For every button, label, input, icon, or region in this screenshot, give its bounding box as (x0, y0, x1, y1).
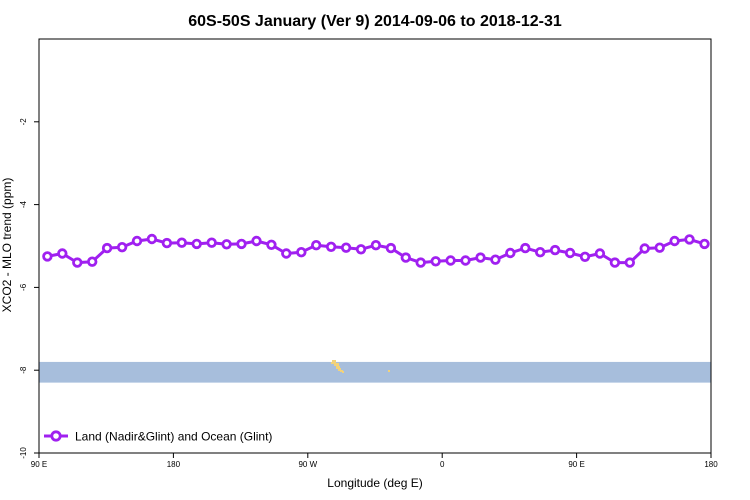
data-point (639, 243, 650, 254)
land-speck (340, 370, 343, 372)
data-point (385, 242, 397, 254)
data-point (311, 239, 322, 251)
data-point (445, 255, 456, 266)
data-point (161, 237, 173, 249)
land-speck (338, 368, 341, 371)
land-speck (332, 360, 336, 363)
map-land (331, 360, 390, 373)
chart-title: 60S-50S January (Ver 9) 2014-09-06 to 20… (188, 13, 562, 30)
data-point (609, 257, 621, 268)
data-point (57, 248, 68, 259)
land-speck (334, 363, 339, 366)
data-point (296, 246, 307, 258)
data-point (221, 239, 232, 250)
data-point (281, 248, 292, 259)
y-axis-label: XCO2 - MLO trend (ppm) (0, 178, 14, 313)
land-speck (331, 362, 334, 364)
data-point (191, 238, 202, 250)
x-axis-ticks: 90 E 180 90 W 0 90 E 180 (31, 453, 718, 469)
x-tick-label: 0 (440, 460, 445, 469)
data-point (72, 257, 83, 268)
y-tick-label: -2 (19, 118, 28, 126)
data-point (564, 247, 576, 259)
y-tick-label: -8 (19, 366, 28, 374)
x-tick-label: 90 W (298, 460, 317, 469)
data-point (654, 242, 665, 253)
data-point (266, 239, 277, 250)
data-point (535, 246, 546, 258)
data-point (400, 252, 411, 263)
data-point (236, 238, 247, 250)
land-speck (388, 370, 390, 372)
data-point (430, 256, 441, 267)
x-axis-label: Longitude (deg E) (327, 476, 422, 490)
data-point (251, 235, 262, 247)
data-point (146, 233, 158, 245)
y-axis-ticks: -2 -4 -6 -8 -10 (19, 118, 39, 459)
data-point (131, 235, 143, 247)
x-tick-label: 180 (167, 460, 181, 469)
data-point (116, 241, 128, 253)
data-point (325, 241, 337, 252)
data-point (355, 244, 367, 255)
data-point (176, 237, 187, 248)
land-speck (336, 366, 340, 369)
land-speck (342, 371, 344, 373)
data-point (520, 242, 531, 254)
data-point (340, 242, 352, 253)
data-point (415, 257, 426, 268)
x-tick-label: 90 E (31, 460, 47, 469)
data-point (475, 252, 486, 263)
legend: Land (Nadir&Glint) and Ocean (Glint) (44, 430, 272, 444)
data-point (594, 248, 606, 259)
data-point (624, 257, 635, 268)
plot-frame (38, 38, 712, 454)
data-point (669, 235, 680, 247)
data-point (370, 239, 382, 251)
data-point (490, 254, 501, 265)
data-point (699, 238, 710, 250)
x-tick-label: 180 (704, 460, 718, 469)
series-layer (42, 233, 710, 268)
data-point (101, 242, 113, 254)
data-point (684, 234, 695, 245)
y-tick-label: -10 (19, 447, 28, 459)
y-tick-label: -4 (19, 200, 28, 208)
legend-point-marker (50, 430, 62, 442)
legend-label: Land (Nadir&Glint) and Ocean (Glint) (75, 430, 272, 444)
map-band (39, 361, 711, 383)
data-point (460, 255, 471, 266)
data-point (505, 247, 516, 259)
y-tick-label: -6 (19, 283, 28, 291)
data-point (206, 237, 217, 248)
x-tick-label: 90 E (568, 460, 584, 469)
data-point (579, 251, 591, 262)
data-point (86, 256, 98, 267)
data-point (549, 244, 561, 256)
data-point (42, 251, 53, 262)
